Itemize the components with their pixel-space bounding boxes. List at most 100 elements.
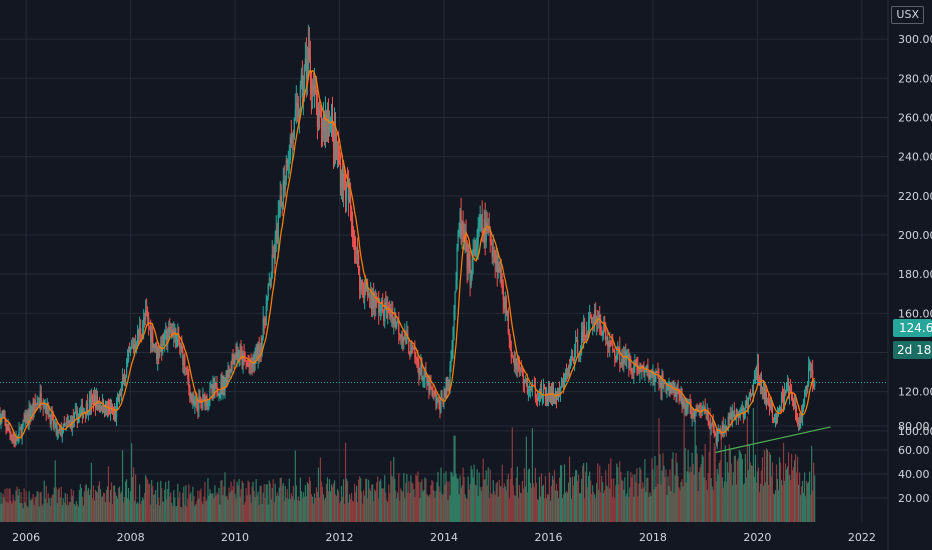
- volume-bar: [384, 475, 386, 522]
- volume-bar: [81, 496, 83, 522]
- candle-body: [594, 309, 596, 324]
- candle-body: [171, 329, 173, 335]
- volume-bar: [483, 479, 485, 522]
- volume-bar: [793, 460, 796, 522]
- volume-bar: [147, 479, 149, 522]
- volume-bar: [412, 483, 414, 522]
- volume-bar: [629, 487, 631, 522]
- volume-bar: [709, 408, 711, 522]
- candle-body: [266, 296, 268, 307]
- volume-bar: [595, 498, 597, 522]
- volume-bar: [92, 485, 95, 522]
- candle-body: [178, 333, 180, 345]
- volume-bar: [442, 494, 444, 522]
- volume-bar: [136, 503, 138, 522]
- candle-body: [45, 405, 47, 414]
- volume-bar: [396, 498, 398, 522]
- price-axis[interactable]: 100.00120.00140.00160.00180.00200.00220.…: [887, 0, 932, 550]
- volume-bar: [720, 428, 722, 522]
- volume-bar: [389, 493, 391, 522]
- volume-bar: [298, 500, 300, 522]
- volume-bar: [727, 472, 729, 522]
- volume-bar: [180, 506, 182, 522]
- symbol-label[interactable]: USX: [891, 6, 924, 24]
- candle-body: [600, 323, 602, 330]
- volume-bar: [251, 486, 253, 522]
- volume-bar: [742, 484, 744, 522]
- volume-bar: [778, 457, 781, 522]
- candle-body: [805, 386, 807, 391]
- candle-body: [91, 396, 94, 399]
- candle-body: [416, 358, 418, 360]
- trendline[interactable]: [715, 426, 831, 453]
- candle-body: [644, 372, 646, 374]
- candle-body: [630, 362, 632, 372]
- volume-bar: [322, 494, 325, 522]
- candle-body: [735, 409, 737, 417]
- volume-bar: [610, 458, 612, 522]
- candle-body: [168, 327, 170, 338]
- volume-bar: [740, 453, 742, 522]
- volume-bar: [700, 464, 702, 522]
- volume-bar: [91, 498, 94, 522]
- volume-bar: [102, 492, 105, 522]
- volume-bar: [216, 492, 218, 522]
- volume-bar: [73, 503, 75, 522]
- volume-bar: [409, 492, 411, 522]
- time-tick-label: 2012: [326, 531, 354, 544]
- volume-bar: [769, 454, 772, 522]
- volume-bar: [473, 464, 475, 522]
- volume-bar: [548, 472, 551, 522]
- volume-bar: [622, 480, 624, 522]
- volume-bar: [67, 505, 69, 522]
- candle-body: [285, 160, 287, 181]
- candle-body: [780, 394, 783, 408]
- volume-bar: [773, 494, 776, 522]
- volume-bar: [805, 496, 807, 522]
- volume-bar: [434, 498, 436, 522]
- volume-bar: [541, 486, 544, 522]
- volume-bar: [702, 456, 704, 522]
- volume-bar: [539, 496, 542, 522]
- volume-bar: [351, 500, 354, 522]
- volume-bar: [362, 503, 364, 522]
- candle-body: [542, 387, 545, 395]
- candle-body: [312, 84, 315, 91]
- candle-body: [222, 377, 224, 390]
- volume-bar: [203, 496, 205, 522]
- candle-body: [291, 134, 293, 144]
- candle-body: [27, 414, 29, 422]
- candle-body: [545, 395, 548, 400]
- volume-bar: [722, 487, 724, 522]
- volume-bar: [466, 499, 468, 522]
- candle-body: [483, 219, 485, 234]
- candle-body: [276, 229, 278, 243]
- volume-bar: [107, 466, 110, 522]
- volume-bar: [96, 492, 99, 522]
- candle-body: [755, 375, 758, 380]
- candle-body: [269, 284, 271, 286]
- candle-body: [82, 411, 84, 418]
- volume-bar: [69, 501, 71, 522]
- volume-bar: [42, 503, 44, 522]
- candle-body: [712, 421, 714, 430]
- candle-body: [691, 413, 693, 419]
- candle-body: [544, 388, 547, 400]
- volume-bar: [114, 492, 117, 522]
- candle-body: [124, 377, 127, 385]
- candle-body: [774, 415, 777, 420]
- candle-body: [685, 404, 687, 412]
- candle-body: [16, 437, 18, 441]
- volume-bar: [213, 498, 215, 522]
- candle-body: [94, 395, 97, 409]
- volume-bar: [144, 492, 146, 522]
- candle-body: [73, 413, 75, 421]
- candle-body: [713, 429, 715, 433]
- volume-bar: [560, 465, 563, 522]
- candle-body: [261, 337, 263, 353]
- candle-body: [296, 103, 298, 104]
- time-axis[interactable]: 2006 2008 2010 2012 2014 2016 2018 2020 2022: [12, 531, 876, 544]
- volume-bar: [364, 495, 366, 522]
- volume-bar: [657, 483, 659, 522]
